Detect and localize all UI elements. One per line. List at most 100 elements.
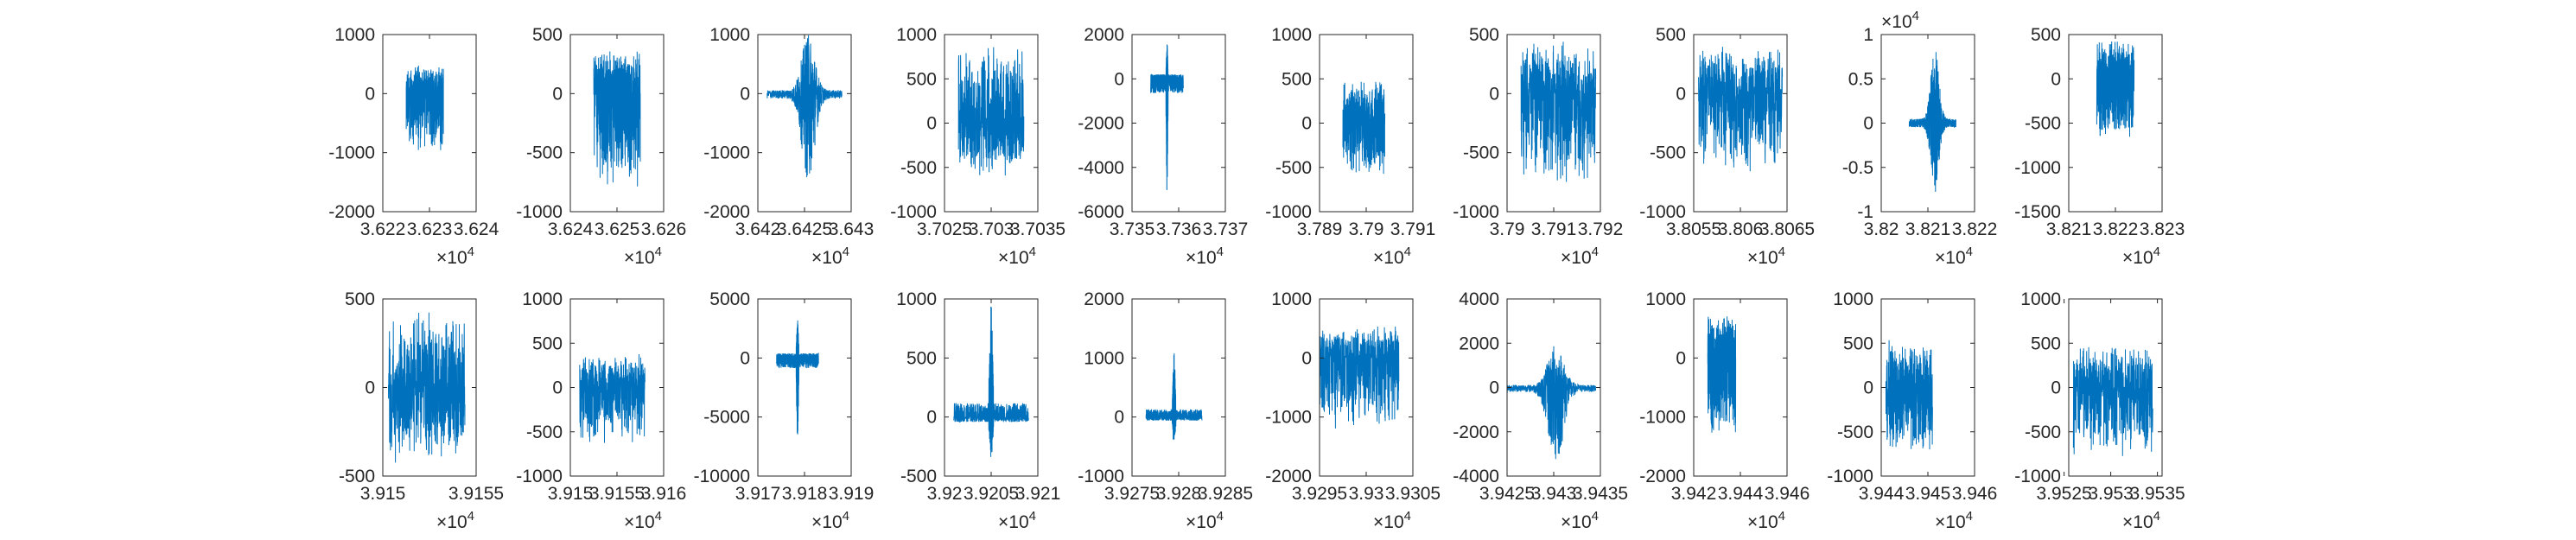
x-tick-label: 3.9435 [1573, 484, 1628, 504]
x-tick-label: 3.625 [595, 219, 640, 239]
axes-box [1131, 298, 1226, 477]
subplot-16: 3.9295 3.93 3.9305 -2000 -1000 0 1000 ×104 [1265, 289, 1441, 532]
x-tick-label: 3.93 [1349, 484, 1384, 504]
y-tick-label: -1000 [1639, 408, 1686, 428]
y-tick-label: 1000 [522, 289, 563, 309]
x-tick-label: 3.9525 [2036, 484, 2091, 504]
x-exponent-label: ×104 [1186, 245, 1224, 268]
x-tick-label: 3.792 [1578, 219, 1624, 239]
x-exponent-label: ×104 [624, 245, 662, 268]
subplot-6: 3.789 3.79 3.791 -1000 -500 0 500 1000 ×104 [1265, 25, 1435, 268]
x-exponent-label: ×104 [624, 509, 662, 532]
y-tick-label: -500 [1463, 143, 1499, 163]
y-tick-label: -1000 [1265, 408, 1312, 428]
x-exponent-label: ×104 [998, 509, 1036, 532]
x-tick-label: 3.622 [360, 219, 406, 239]
x-tick-label: 3.92 [927, 484, 963, 504]
x-exponent-label: ×104 [1373, 245, 1411, 268]
x-exponent-label: ×104 [1561, 509, 1599, 532]
x-exponent-label: ×104 [1935, 509, 1973, 532]
x-tick-label: 3.643 [829, 219, 875, 239]
series-line [953, 306, 1029, 457]
x-tick-label: 3.918 [782, 484, 828, 504]
x-tick-label: 3.822 [1952, 219, 1998, 239]
y-tick-label: -1000 [1265, 202, 1312, 222]
y-tick-label: 4000 [1459, 289, 1499, 309]
y-tick-label: 500 [906, 69, 937, 89]
y-tick-label: -2000 [703, 202, 750, 222]
series-line [388, 312, 466, 463]
subplot-5: 3.735 3.736 3.737 -6000 -4000 -2000 0 2000 ×104 [1078, 25, 1248, 268]
x-tick-label: 3.928 [1156, 484, 1202, 504]
y-tick-label: -500 [900, 467, 937, 486]
axes-box [1131, 34, 1226, 213]
x-exponent-label: ×104 [1373, 509, 1411, 532]
series-line [1145, 353, 1203, 440]
x-exponent-label: ×104 [1747, 245, 1785, 268]
y-tick-label: 500 [906, 348, 937, 368]
y-tick-label: 0.5 [1848, 69, 1873, 89]
x-exponent-label: ×104 [1561, 245, 1599, 268]
y-tick-label: -500 [2025, 114, 2061, 134]
y-tick-label: -1000 [1639, 202, 1686, 222]
x-tick-label: 3.735 [1110, 219, 1155, 239]
y-tick-label: -1000 [516, 202, 563, 222]
y-tick-label: -500 [1837, 422, 1873, 442]
x-tick-label: 3.821 [1905, 219, 1951, 239]
y-tick-label: 0 [552, 84, 563, 104]
y-tick-label: 0 [365, 378, 375, 398]
y-tick-label: 0 [1301, 114, 1312, 134]
y-tick-label: -500 [526, 143, 563, 163]
y-tick-label: 0 [926, 408, 937, 428]
y-tick-label: -500 [900, 158, 937, 178]
x-tick-label: 3.916 [641, 484, 687, 504]
y-tick-label: 0 [1489, 84, 1499, 104]
y-tick-label: -1000 [328, 143, 375, 163]
series-line [766, 35, 843, 178]
y-tick-label: 0 [1676, 348, 1686, 368]
y-tick-label: -4000 [1078, 158, 1124, 178]
subplot-9: 3.82 3.821 3.822 -1 -0.5 0 0.5 1 ×104 ×104 [1842, 9, 1997, 268]
series-line [957, 47, 1025, 176]
y-tick-label: 1000 [1645, 289, 1686, 309]
x-tick-label: 3.7025 [917, 219, 972, 239]
y-tick-label: -1000 [2014, 467, 2061, 486]
x-exponent-label: ×104 [436, 245, 474, 268]
x-tick-label: 3.624 [548, 219, 594, 239]
series-line [2072, 346, 2153, 456]
y-tick-label: -500 [2025, 422, 2061, 442]
x-tick-label: 3.79 [1490, 219, 1525, 239]
subplot-19: 3.944 3.945 3.946 -1000 -500 0 500 1000 ×104 [1827, 289, 1997, 532]
y-tick-label: -1000 [2014, 158, 2061, 178]
subplot-1: 3.622 3.623 3.624 -2000 -1000 0 1000 ×104 [328, 25, 499, 268]
series-line [776, 320, 819, 435]
x-tick-label: 3.9155 [448, 484, 504, 504]
y-tick-label: 500 [1469, 25, 1499, 45]
x-tick-label: 3.82 [1864, 219, 1899, 239]
x-exponent-label: ×104 [1935, 245, 1973, 268]
y-tick-label: -5000 [703, 408, 750, 428]
x-tick-label: 3.624 [454, 219, 499, 239]
y-tick-label: -500 [339, 467, 375, 486]
x-tick-label: 3.945 [1905, 484, 1951, 504]
y-exponent-label: ×104 [1881, 9, 1919, 32]
x-tick-label: 3.79 [1349, 219, 1384, 239]
y-tick-label: -4000 [1453, 467, 1499, 486]
x-tick-label: 3.915 [360, 484, 406, 504]
y-tick-label: -0.5 [1842, 158, 1873, 178]
x-tick-label: 3.953 [2088, 484, 2134, 504]
x-tick-label: 3.736 [1156, 219, 1202, 239]
series-line [2096, 41, 2135, 137]
y-tick-label: 500 [532, 25, 563, 45]
y-tick-label: 0 [1863, 114, 1873, 134]
subplot-18: 3.942 3.944 3.946 -2000 -1000 0 1000 ×104 [1639, 289, 1810, 532]
y-tick-label: -2000 [1078, 114, 1124, 134]
y-tick-label: -1500 [2014, 202, 2061, 222]
x-tick-label: 3.944 [1859, 484, 1905, 504]
x-tick-label: 3.737 [1203, 219, 1249, 239]
